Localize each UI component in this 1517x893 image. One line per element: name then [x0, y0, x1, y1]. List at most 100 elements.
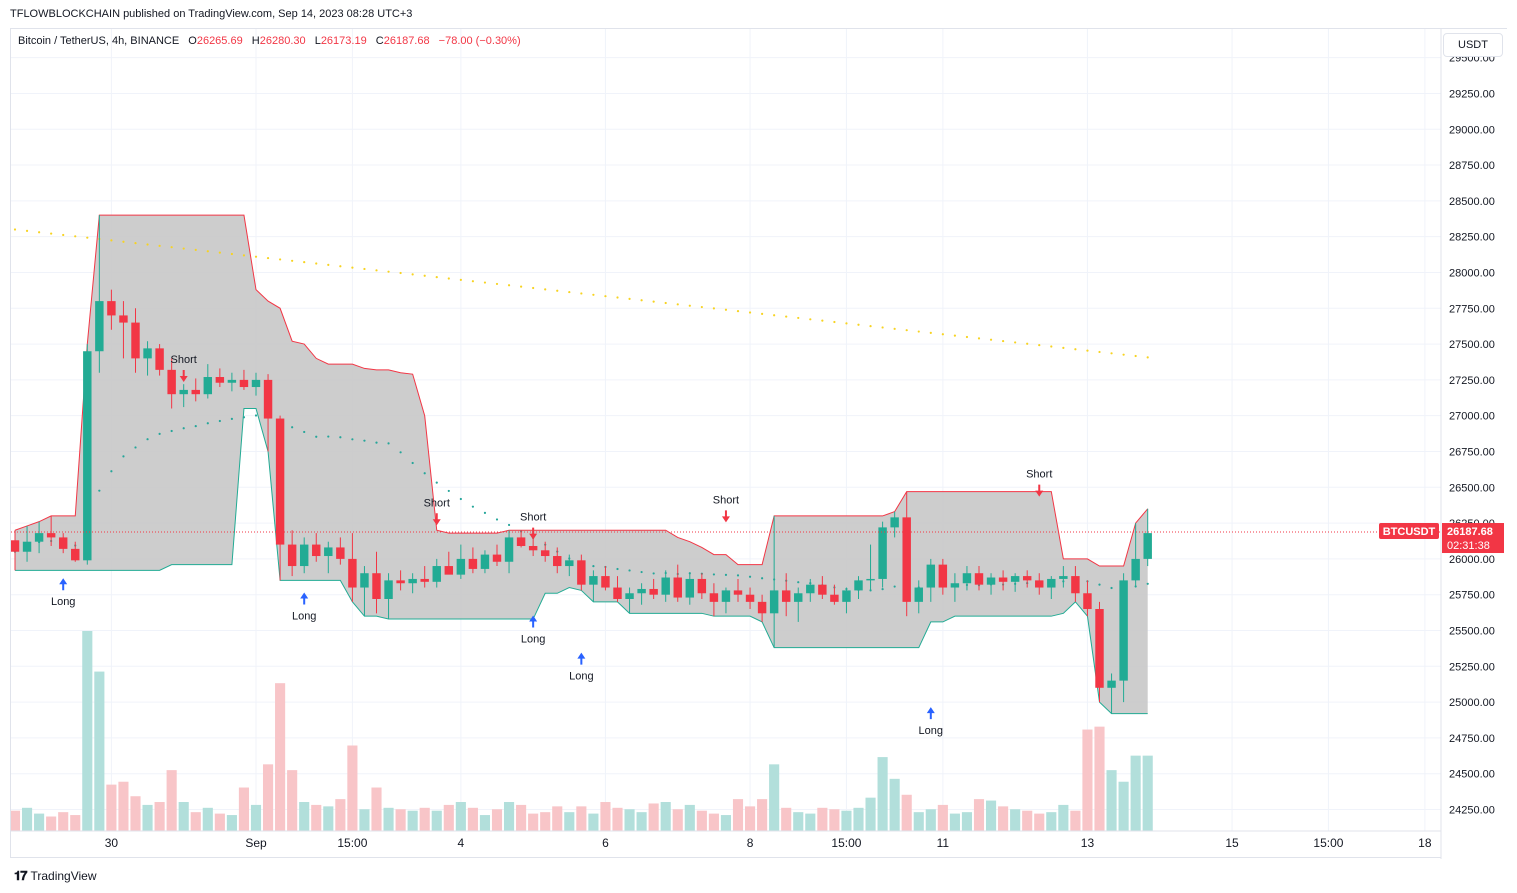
volume-bar: [769, 764, 780, 831]
candle-body: [336, 547, 345, 559]
yellow-ma-dot: [821, 319, 824, 322]
teal-ma-dot: [736, 574, 740, 577]
yellow-ma-dot: [1098, 350, 1101, 354]
volume-bar: [142, 804, 153, 831]
price-tick-label: 24500.00: [1449, 769, 1495, 781]
volume-bar: [793, 812, 804, 831]
price-tick-label: 26000.00: [1449, 554, 1495, 566]
teal-ma-dot: [459, 497, 462, 501]
volume-bar: [238, 787, 250, 831]
candle-body: [613, 587, 622, 599]
time-tick-label: 30: [105, 836, 119, 850]
long-signal-label: Long: [51, 596, 75, 608]
teal-ma-dot: [411, 461, 414, 465]
low-value: 26173.19: [320, 35, 367, 47]
volume-bar: [889, 778, 900, 831]
volume-bar: [1034, 813, 1045, 831]
volume-bar: [1022, 810, 1033, 831]
candle-body: [227, 379, 237, 383]
volume-bar: [335, 799, 346, 831]
yellow-ma-dot: [797, 316, 800, 320]
price-tick-label: 28000.00: [1449, 267, 1495, 279]
volume-bar: [250, 804, 262, 831]
ohlc-legend: Bitcoin / TetherUS, 4h, BINANCE O26265.6…: [18, 35, 521, 47]
volume-bar: [407, 810, 418, 831]
teal-ma-dot: [206, 422, 209, 425]
volume-bar: [853, 807, 864, 831]
volume-bar: [660, 802, 671, 831]
yellow-ma-dot: [50, 232, 53, 235]
yellow-ma-dot: [134, 242, 137, 245]
volume-bar: [323, 806, 334, 831]
candle-body: [203, 377, 213, 395]
yellow-ma-dot: [146, 243, 149, 246]
volume-bar: [1010, 809, 1021, 831]
range-top-line: [14, 214, 1149, 567]
teal-ma-dot: [303, 430, 306, 434]
symbol-badge: [1379, 523, 1439, 540]
teal-ma-dot: [495, 518, 499, 521]
teal-ma-dot: [712, 573, 716, 576]
volume-bar: [82, 631, 93, 831]
yellow-ma-dot: [833, 320, 836, 324]
volume-bar: [564, 812, 575, 831]
volume-bar: [805, 813, 816, 831]
time-tick-label: Sep: [245, 836, 267, 850]
long-arrow-icon: [529, 615, 538, 628]
teal-ma-dot: [351, 438, 354, 441]
candle-body: [119, 315, 128, 323]
yellow-ma-dot: [1062, 346, 1065, 349]
close-label: C: [375, 35, 384, 47]
yellow-ma-dot: [182, 247, 185, 250]
candle-body: [685, 578, 695, 598]
candle-body: [842, 590, 851, 602]
candle-body: [1083, 593, 1092, 610]
volume-bar: [744, 806, 756, 831]
yellow-ma-dot: [580, 292, 583, 295]
yellow-ma-dot: [929, 331, 932, 335]
yellow-ma-dot: [327, 263, 330, 266]
yellow-ma-dot: [1086, 349, 1089, 352]
chart-frame[interactable]: Long Short Long Short Long Short Long Short Long…: [10, 28, 1508, 859]
candle-body: [794, 593, 803, 602]
short-arrow-icon: [529, 527, 538, 540]
candle-body: [58, 537, 68, 549]
price-axis-bg: [1441, 29, 1508, 859]
teal-ma-dot: [375, 441, 378, 444]
yellow-ma-dot: [351, 266, 354, 269]
teal-ma-dot: [507, 523, 511, 527]
symbol-title[interactable]: Bitcoin / TetherUS, 4h, BINANCE: [18, 35, 180, 47]
candle-body: [528, 546, 538, 551]
candle-body: [914, 587, 923, 602]
price-tick-label: 29500.00: [1449, 53, 1495, 65]
yellow-ma-dot: [857, 323, 860, 326]
yellow-ma-dot: [399, 271, 402, 275]
yellow-ma-dot: [941, 333, 944, 336]
candle-body: [348, 558, 357, 588]
volume-bar: [479, 815, 491, 831]
candle-body: [709, 593, 719, 602]
tradingview-logo-icon[interactable]: 𝟏𝟕: [14, 868, 28, 883]
yellow-ma-dot: [532, 286, 535, 290]
yellow-ma-dot: [1122, 353, 1125, 356]
time-tick-label: 6: [602, 836, 609, 850]
price-chart[interactable]: Long Short Long Short Long Short Long Short Long…: [11, 29, 1508, 859]
candle-body: [179, 389, 188, 395]
yellow-ma-dot: [1134, 354, 1137, 358]
currency-button[interactable]: USDT: [1443, 33, 1503, 57]
yellow-ma-dot: [411, 273, 414, 276]
volume-bar: [612, 807, 623, 831]
price-tick-label: 25250.00: [1449, 661, 1495, 673]
candle-body: [1107, 680, 1116, 688]
price-tick-label: 25000.00: [1449, 697, 1495, 709]
price-tick-label: 24250.00: [1449, 805, 1495, 817]
price-tick-label: 29000.00: [1449, 124, 1495, 136]
yellow-ma-dot: [170, 246, 173, 249]
yellow-ma-dot: [315, 262, 318, 265]
candle-body: [757, 601, 767, 614]
high-value: 26280.30: [259, 35, 306, 47]
yellow-ma-dot: [471, 280, 474, 283]
yellow-ma-dot: [953, 334, 957, 337]
price-tick-label: 26500.00: [1449, 482, 1495, 494]
teal-ma-dot: [146, 438, 149, 441]
